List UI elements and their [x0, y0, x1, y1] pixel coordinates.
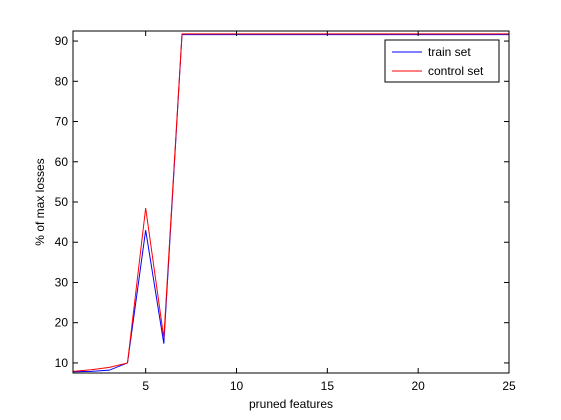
x-axis-ticks: 5 10 15 20 25	[142, 31, 516, 393]
y-axis-label: % of max losses	[33, 158, 47, 245]
y-tick-label: 20	[55, 316, 69, 330]
x-tick-label: 20	[411, 379, 425, 393]
legend-box	[384, 39, 500, 83]
series-line-2	[72, 33, 509, 372]
y-axis-ticks: 10 20 30 40 50 60 70 80 90	[55, 34, 509, 370]
y-tick-label: 40	[55, 235, 69, 249]
x-axis-label: pruned features	[249, 397, 333, 411]
series-lines	[72, 33, 509, 373]
y-tick-label: 80	[55, 74, 69, 88]
x-tick-label: 10	[230, 379, 244, 393]
legend-entry-1: train set	[428, 45, 471, 59]
y-tick-label: 60	[55, 155, 69, 169]
y-tick-label: 30	[55, 275, 69, 289]
y-tick-label: 50	[55, 195, 69, 209]
x-tick-label: 25	[502, 379, 516, 393]
y-tick-label: 10	[55, 356, 69, 370]
x-tick-label: 15	[321, 379, 335, 393]
plot-area	[73, 31, 509, 373]
y-tick-label: 70	[55, 115, 69, 129]
x-tick-label: 5	[142, 379, 149, 393]
y-tick-label: 90	[55, 34, 69, 48]
legend: train set control set	[384, 39, 500, 83]
legend-entry-2: control set	[428, 64, 484, 78]
series-line-1	[72, 34, 509, 373]
